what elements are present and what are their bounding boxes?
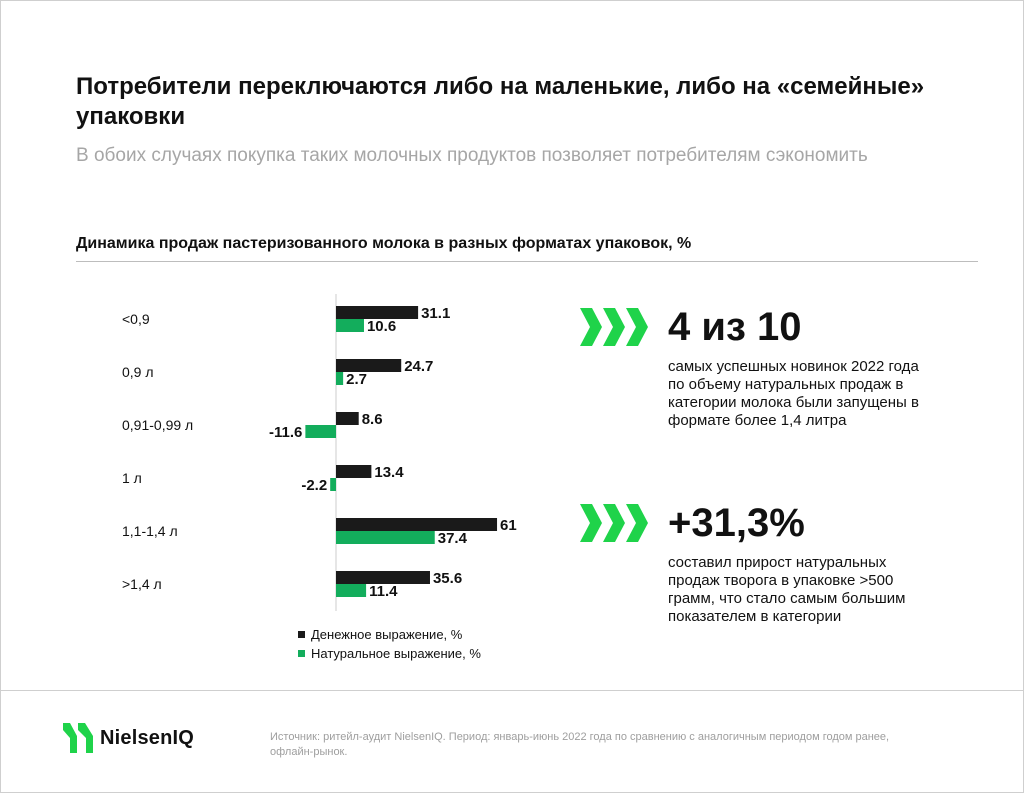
bar-chart: <0,9 31.1 10.6 0,9 л 24.7 2.7 0,91-0,99 л 8.6 -1… <box>122 294 517 611</box>
bar-volume <box>336 372 344 385</box>
nielseniq-logo-mark-icon <box>63 723 93 753</box>
triple-chevron-right-icon <box>580 308 648 346</box>
bar-volume <box>330 478 336 491</box>
stat-description: составил прирост натуральных продаж твор… <box>668 554 906 625</box>
stat-value: +31,3% <box>668 501 805 545</box>
page-subtitle: В обоих случаях покупка таких молочных п… <box>76 145 868 166</box>
legend-item-volume: Натуральное выражение, % <box>298 645 481 662</box>
bar-money <box>336 465 372 478</box>
bar-money <box>336 359 402 372</box>
data-label: 2.7 <box>346 371 367 388</box>
chart-divider <box>76 261 978 262</box>
stat-card-new-products: 4 из 10 самых успешных новинок 2022 года… <box>578 304 938 454</box>
page-title: Потребители переключаются либо на малень… <box>76 73 925 130</box>
legend-label-money: Денежное выражение, % <box>311 627 463 642</box>
category-label: 1 л <box>122 470 142 486</box>
bar-money <box>336 518 498 531</box>
chart-title: Динамика продаж пастеризованного молока … <box>76 235 692 252</box>
stat-value: 4 из 10 <box>668 305 802 349</box>
data-label: 35.6 <box>433 570 462 587</box>
category-label: 0,91-0,99 л <box>122 417 193 433</box>
logo-text: NielsenIQ <box>100 726 195 749</box>
chart-legend: Денежное выражение, % Натуральное выраже… <box>298 626 481 664</box>
data-label: 61 <box>500 517 517 534</box>
stat-description: самых успешных новинок 2022 года по объе… <box>668 358 919 429</box>
data-label: 13.4 <box>374 464 404 481</box>
nielseniq-logo: NielsenIQ <box>62 718 194 758</box>
category-label: <0,9 <box>122 311 150 327</box>
bar-volume <box>336 531 435 544</box>
bar-money <box>336 306 419 319</box>
bar-money <box>336 571 430 584</box>
data-label: 31.1 <box>421 305 450 322</box>
stat-card-cottage-cheese: +31,3% составил прирост натуральных прод… <box>578 500 938 650</box>
source-note: Источник: ритейл-аудит NielsenIQ. Период… <box>270 731 890 758</box>
footer-divider <box>0 690 1024 691</box>
data-label: 37.4 <box>438 530 468 547</box>
data-label: 24.7 <box>404 358 433 375</box>
data-label: 10.6 <box>367 318 396 335</box>
bar-volume <box>305 425 336 438</box>
category-label: 0,9 л <box>122 364 154 380</box>
legend-swatch-money <box>298 631 305 638</box>
legend-label-volume: Натуральное выражение, % <box>311 646 481 661</box>
data-label: -2.2 <box>301 477 327 494</box>
data-label: 11.4 <box>369 583 398 600</box>
bar-volume <box>336 319 364 332</box>
triple-chevron-right-icon <box>580 504 648 542</box>
legend-item-money: Денежное выражение, % <box>298 626 481 643</box>
data-label: -11.6 <box>269 424 302 441</box>
bar-volume <box>336 584 367 597</box>
legend-swatch-volume <box>298 650 305 657</box>
category-label: >1,4 л <box>122 576 162 592</box>
data-label: 8.6 <box>362 411 383 428</box>
bar-money <box>336 412 359 425</box>
category-label: 1,1-1,4 л <box>122 523 178 539</box>
